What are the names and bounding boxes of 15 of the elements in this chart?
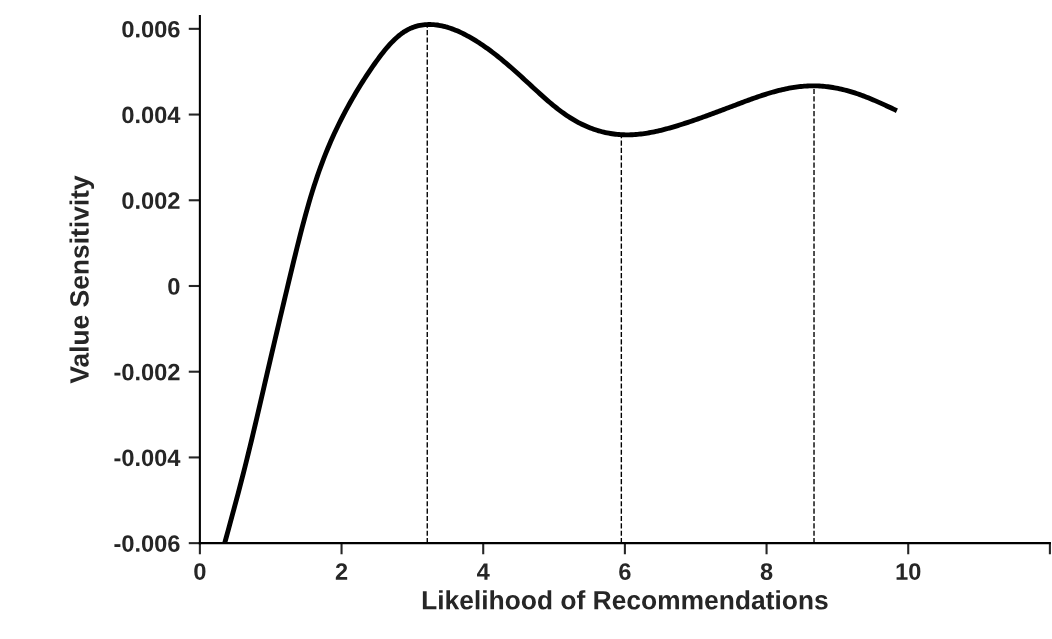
y-tick-label: -0.004 [114, 449, 181, 467]
y-tick-label: 0.002 [122, 192, 180, 210]
y-tick-label: -0.002 [114, 363, 180, 381]
x-tick-label: 8 [760, 563, 773, 580]
x-tick-label: 2 [335, 563, 348, 580]
y-tick-label: 0.006 [122, 20, 180, 38]
y-tick-label: 0 [168, 278, 180, 295]
y-axis-title: Value Sensitivity [69, 175, 95, 384]
x-tick-label: 4 [477, 563, 490, 580]
x-tick-label: 10 [896, 563, 921, 580]
y-tick-label: -0.006 [114, 535, 180, 552]
x-tick-label: 6 [619, 563, 631, 580]
x-axis-title: Likelihood of Recommendations [422, 590, 828, 610]
y-tick-label: 0.004 [122, 106, 181, 124]
x-tick-label: 0 [194, 563, 206, 580]
